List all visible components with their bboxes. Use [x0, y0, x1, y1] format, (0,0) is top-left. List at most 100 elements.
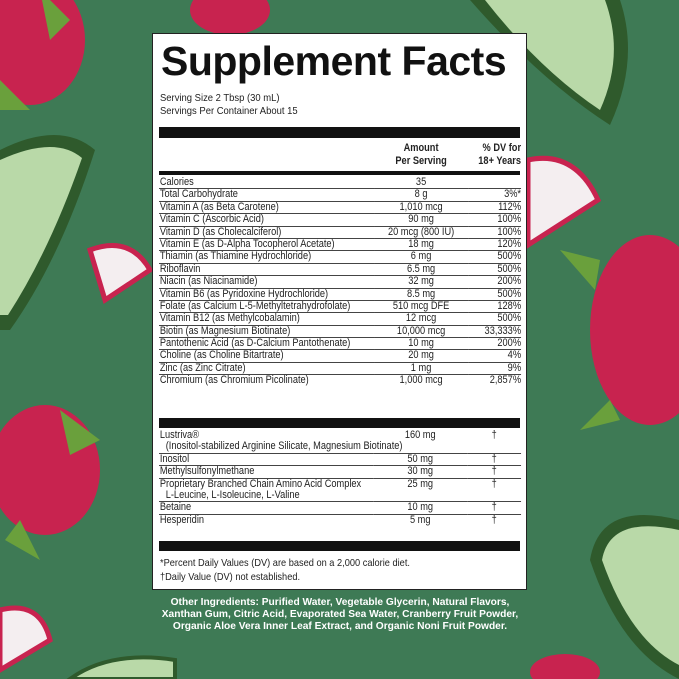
- nutrient-name: Pantothenic Acid (as D-Calcium Pantothen…: [159, 337, 375, 351]
- nutrient-dv: 500%: [468, 251, 522, 264]
- footnote-dv: *Percent Daily Values (DV) are based on …: [160, 557, 410, 569]
- nutrient-amount: 32 mg: [374, 275, 469, 289]
- table-row: Choline (as Choline Bitartrate) 20 mg 4%: [159, 350, 522, 363]
- divider-bar: [159, 418, 520, 428]
- ingredient-dv: †: [491, 477, 497, 490]
- nutrient-dv: 128%: [468, 300, 522, 314]
- nutrient-dv: 500%: [468, 313, 522, 326]
- nutrient-name: Zinc (as Zinc Citrate): [159, 362, 375, 376]
- header-row: Amount Per Serving % DV for 18+ Years: [159, 142, 521, 168]
- avocado-slice: [0, 135, 95, 330]
- nutrient-name: Chromium (as Chromium Picolinate): [159, 374, 309, 387]
- table-row: Thiamin (as Thiamine Hydrochloride) 6 mg 5…: [159, 251, 522, 264]
- avocado-slice: [590, 515, 679, 679]
- nutrient-header: [159, 142, 374, 168]
- footnote-dagger: †Daily Value (DV) not established.: [160, 571, 301, 583]
- table-row: Vitamin B6 (as Pyridoxine Hydrochloride)…: [159, 288, 522, 301]
- nutrient-amount: 35: [374, 177, 469, 190]
- table-row: Niacin (as Niacinamide) 32 mg 200%: [159, 275, 522, 289]
- nutrient-name: Vitamin E (as D-Alpha Tocopherol Acetate…: [159, 238, 375, 252]
- nutrient-dv: 4%: [468, 350, 522, 363]
- nutrient-name: Biotin (as Magnesium Biotinate): [159, 325, 375, 339]
- dragonfruit: [0, 405, 100, 560]
- nutrient-dv: 9%: [468, 362, 522, 376]
- nutrient-amount: 6.5 mg: [374, 263, 469, 277]
- nutrient-amount: 10 mg: [374, 337, 469, 351]
- avocado-slice: [470, 0, 628, 125]
- serving-size: Serving Size 2 Tbsp (30 mL): [160, 92, 280, 104]
- nutrient-dv: 2,857%: [489, 374, 522, 387]
- servings-per-container: Servings Per Container About 15: [160, 105, 298, 117]
- nutrient-name: Folate (as Calcium L-5-Methyltetrahydrof…: [159, 300, 375, 314]
- ingredient-dv: †: [467, 465, 522, 479]
- dragonfruit: [190, 0, 600, 679]
- nutrient-amount: 90 mg: [374, 213, 469, 227]
- nutrient-dv: 112%: [468, 201, 522, 215]
- ingredient-dv: †: [491, 429, 497, 441]
- dragonfruit: [0, 0, 85, 110]
- nutrient-amount: 8.5 mg: [374, 288, 469, 301]
- ingredient-dv: †: [467, 453, 522, 467]
- nutrient-name: Calories: [159, 177, 375, 190]
- table-row: Folate (as Calcium L-5-Methyltetrahydrof…: [159, 300, 522, 314]
- table-row: Hesperidin 5 mg †: [159, 514, 521, 526]
- nutrient-amount: 1,010 mcg: [374, 201, 469, 215]
- ingredient-name: Betaine: [159, 502, 374, 515]
- table-row: Calories 35: [159, 177, 522, 190]
- dv-header: % DV for 18+ Years: [478, 142, 522, 167]
- table-row: Pantothenic Acid (as D-Calcium Pantothen…: [159, 337, 522, 351]
- table-row: Lustriva® 160 mg †: [159, 429, 521, 441]
- nutrient-dv: 120%: [468, 238, 522, 252]
- ingredient-dv: †: [467, 502, 522, 515]
- table-row: Vitamin B12 (as Methylcobalamin) 12 mcg 50…: [159, 313, 522, 326]
- ingredient-name: Proprietary Branched Chain Amino Acid Co…: [159, 477, 362, 490]
- label-title: Supplement Facts: [161, 38, 507, 84]
- ingredient-amount: 50 mg: [373, 453, 468, 467]
- nutrient-amount: 12 mcg: [374, 313, 469, 326]
- nutrient-dv: 3%*: [468, 189, 522, 202]
- table-row: Vitamin A (as Beta Carotene) 1,010 mcg 112…: [159, 201, 522, 215]
- ingredient-name: Inositol: [159, 453, 374, 467]
- nutrient-table: Calories 35 Total Carbohydrate 8 g 3%* Vitami…: [159, 177, 522, 387]
- nutrient-amount: 1,000 mcg: [399, 374, 443, 387]
- table-row: Zinc (as Zinc Citrate) 1 mg 9%: [159, 362, 522, 376]
- nutrient-dv: [468, 177, 522, 190]
- table-row: Chromium (as Chromium Picolinate) 1,000 m…: [159, 375, 521, 387]
- nutrient-dv: 100%: [468, 226, 522, 239]
- ingredient-name: Methylsulfonylmethane: [159, 465, 374, 479]
- nutrient-name: Riboflavin: [159, 263, 375, 277]
- table-row-detail: (Inositol-stabilized Arginine Silicate, …: [159, 441, 522, 454]
- nutrient-name: Niacin (as Niacinamide): [159, 275, 375, 289]
- ingredient-detail: L-Leucine, L-Isoleucine, L-Valine: [159, 490, 522, 503]
- supplement-facts-label: Supplement Facts Serving Size 2 Tbsp (30…: [152, 33, 527, 590]
- nutrient-dv: 500%: [468, 263, 522, 277]
- other-ingredients: Other Ingredients: Purified Water, Veget…: [161, 597, 519, 632]
- nutrient-amount: 1 mg: [374, 362, 469, 376]
- table-row: Proprietary Branched Chain Amino Acid Co…: [159, 478, 521, 490]
- divider-bar: [159, 541, 520, 551]
- table-row: Total Carbohydrate 8 g 3%*: [159, 189, 522, 202]
- nutrient-name: Total Carbohydrate: [159, 189, 375, 202]
- table-row: Vitamin D (as Cholecalciferol) 20 mcg (80…: [159, 226, 522, 239]
- nutrient-dv: 200%: [468, 337, 522, 351]
- nutrient-name: Choline (as Choline Bitartrate): [159, 350, 375, 363]
- nutrient-amount: 18 mg: [374, 238, 469, 252]
- avocado-slice: [66, 655, 177, 679]
- ingredient-amount: 5 mg: [409, 513, 431, 526]
- nutrient-amount: 10,000 mcg: [374, 325, 469, 339]
- table-row: Biotin (as Magnesium Biotinate) 10,000 mc…: [159, 325, 522, 339]
- nutrient-name: Vitamin D (as Cholecalciferol): [159, 226, 375, 239]
- table-row-detail: L-Leucine, L-Isoleucine, L-Valine: [159, 490, 522, 503]
- table-row: Inositol 50 mg †: [159, 453, 522, 467]
- nutrient-amount: 20 mcg (800 IU): [374, 226, 469, 239]
- ingredient-amount: 10 mg: [373, 502, 468, 515]
- nutrient-name: Vitamin C (Ascorbic Acid): [159, 213, 375, 227]
- nutrient-amount: 510 mcg DFE: [374, 300, 469, 314]
- nutrient-amount: 6 mg: [374, 251, 469, 264]
- nutrient-dv: 100%: [468, 213, 522, 227]
- table-row: Vitamin C (Ascorbic Acid) 90 mg 100%: [159, 213, 522, 227]
- table-row: Methylsulfonylmethane 30 mg †: [159, 465, 522, 479]
- nutrient-dv: 500%: [468, 288, 522, 301]
- ingredient-detail: (Inositol-stabilized Arginine Silicate, …: [159, 441, 522, 454]
- nutrient-dv: 200%: [468, 275, 522, 289]
